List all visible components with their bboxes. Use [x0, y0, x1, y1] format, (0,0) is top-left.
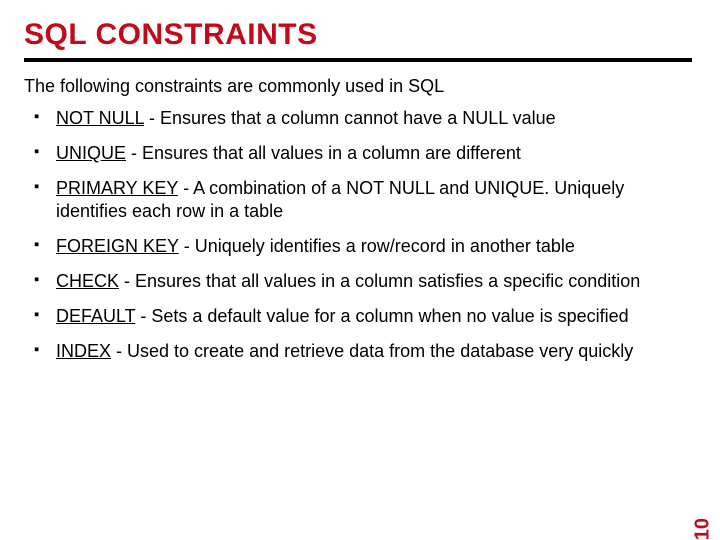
constraint-keyword: FOREIGN KEY: [56, 236, 179, 256]
constraint-keyword: INDEX: [56, 341, 111, 361]
list-item: NOT NULL - Ensures that a column cannot …: [34, 107, 692, 130]
list-item: CHECK - Ensures that all values in a col…: [34, 270, 692, 293]
constraint-keyword: PRIMARY KEY: [56, 178, 178, 198]
constraint-desc: - Ensures that all values in a column ar…: [126, 143, 521, 163]
constraint-keyword: UNIQUE: [56, 143, 126, 163]
list-item: FOREIGN KEY - Uniquely identifies a row/…: [34, 235, 692, 258]
list-item: INDEX - Used to create and retrieve data…: [34, 340, 692, 363]
page-number: 10: [691, 518, 714, 540]
constraint-desc: - Ensures that all values in a column sa…: [119, 271, 640, 291]
constraint-keyword: CHECK: [56, 271, 119, 291]
constraint-keyword: NOT NULL: [56, 108, 144, 128]
intro-text: The following constraints are commonly u…: [24, 76, 692, 97]
title-underline: [24, 58, 692, 62]
slide-title: SQL CONSTRAINTS: [24, 18, 692, 52]
constraint-desc: - Sets a default value for a column when…: [135, 306, 628, 326]
constraint-keyword: DEFAULT: [56, 306, 135, 326]
constraint-desc: - Used to create and retrieve data from …: [111, 341, 633, 361]
list-item: DEFAULT - Sets a default value for a col…: [34, 305, 692, 328]
list-item: PRIMARY KEY - A combination of a NOT NUL…: [34, 177, 692, 223]
constraint-desc: - Uniquely identifies a row/record in an…: [179, 236, 575, 256]
constraint-desc: - Ensures that a column cannot have a NU…: [144, 108, 556, 128]
list-item: UNIQUE - Ensures that all values in a co…: [34, 142, 692, 165]
constraints-list: NOT NULL - Ensures that a column cannot …: [34, 107, 692, 363]
slide: SQL CONSTRAINTS The following constraint…: [0, 0, 720, 540]
